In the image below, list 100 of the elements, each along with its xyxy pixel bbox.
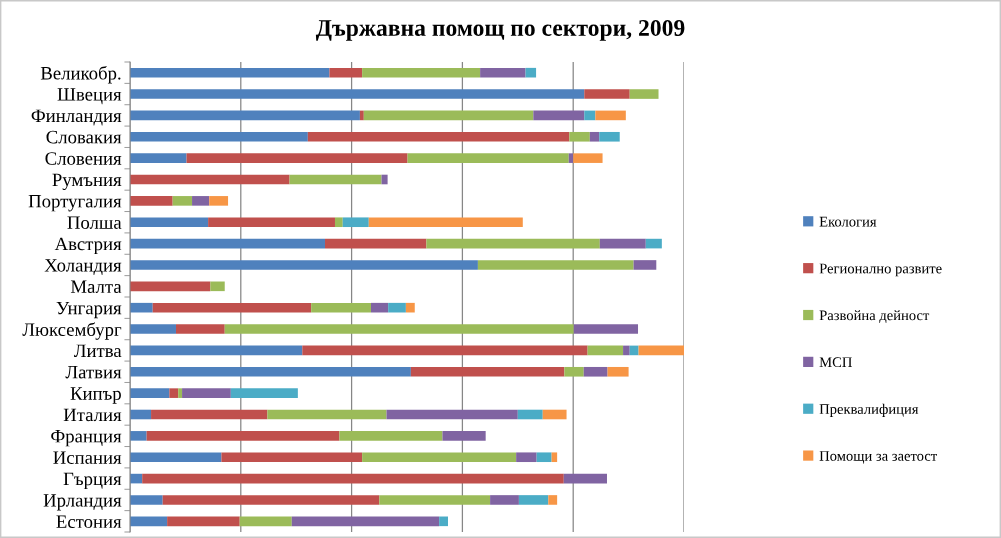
- bar: [516, 452, 537, 463]
- bar: [130, 153, 187, 163]
- bar: [130, 431, 147, 441]
- bar: [130, 67, 330, 78]
- bar: [162, 495, 380, 505]
- legend-label: Развойна дейност: [819, 310, 930, 323]
- legend-label: Помощи за заетост: [819, 451, 937, 464]
- bar: [130, 516, 168, 527]
- bar: [130, 174, 290, 185]
- bar: [362, 67, 481, 78]
- y-tick-label: Испания: [53, 451, 122, 464]
- bar: [130, 281, 211, 292]
- bar: [595, 110, 626, 121]
- bar: [623, 345, 630, 356]
- bar: [518, 495, 549, 505]
- bar: [645, 238, 662, 249]
- y-tick-label: Великобр.: [40, 65, 121, 84]
- bar: [307, 131, 570, 142]
- legend-label: Екология: [819, 216, 877, 227]
- y-tick-label: Естония: [56, 515, 122, 529]
- y-tick-label: Люксембург: [22, 322, 122, 340]
- bar: [302, 345, 588, 356]
- bar: [152, 302, 312, 313]
- bar: [359, 110, 364, 121]
- bar: [599, 238, 646, 249]
- bar: [388, 302, 406, 313]
- bar: [167, 516, 240, 527]
- bar: [130, 217, 209, 228]
- bar: [325, 238, 427, 249]
- bar: [182, 388, 231, 398]
- chart-title: Държавна помощ по сектори, 2009: [315, 19, 685, 41]
- bar: [210, 281, 225, 292]
- bar: [439, 516, 448, 527]
- bar: [151, 409, 268, 420]
- bar: [568, 153, 574, 163]
- bar: [584, 89, 630, 99]
- bar: [221, 452, 363, 463]
- bar: [638, 345, 684, 356]
- bar: [130, 366, 411, 377]
- bar: [426, 238, 600, 249]
- bar: [569, 131, 590, 142]
- bar: [289, 174, 382, 185]
- bar: [329, 67, 363, 78]
- bar: [386, 409, 518, 420]
- bar: [633, 260, 657, 270]
- bar: [186, 153, 408, 163]
- bar: [169, 388, 179, 398]
- bar: [629, 345, 639, 356]
- bar: [477, 260, 634, 270]
- bar: [130, 196, 173, 206]
- bar: [629, 89, 659, 99]
- y-tick-label: Франция: [51, 430, 122, 447]
- y-tick-label: Швеция: [57, 88, 122, 105]
- y-tick-label: Кипър: [70, 387, 121, 404]
- bar: [130, 302, 153, 313]
- bar: [178, 388, 183, 398]
- bar: [130, 324, 176, 334]
- bar: [405, 302, 415, 313]
- bar: [192, 196, 210, 206]
- bar: [564, 366, 584, 377]
- bar: [209, 196, 229, 206]
- bar: [536, 452, 552, 463]
- bar: [599, 131, 620, 142]
- y-tick-label: Финландия: [31, 109, 122, 126]
- bar: [130, 260, 478, 270]
- bar: [146, 431, 340, 441]
- y-tick-label: Малта: [70, 280, 122, 294]
- bar: [342, 217, 369, 228]
- bar: [583, 366, 608, 377]
- bar: [224, 324, 574, 334]
- legend-label: Регионално развите: [819, 263, 942, 277]
- bar: [368, 217, 523, 228]
- bar: [573, 324, 639, 334]
- bar: [551, 452, 558, 463]
- y-tick-label: Словения: [45, 152, 122, 165]
- y-tick-label: Полша: [67, 216, 122, 229]
- bar: [533, 110, 585, 121]
- bar: [130, 110, 360, 121]
- y-tick-label: Холандия: [44, 259, 122, 276]
- bar: [130, 345, 303, 356]
- bar: [370, 302, 389, 313]
- y-tick-label: Унгария: [56, 301, 122, 319]
- bar: [480, 67, 526, 78]
- bar: [175, 324, 225, 334]
- bar: [339, 431, 443, 441]
- y-tick-label: Италия: [63, 408, 122, 422]
- bar: [208, 217, 335, 228]
- bar: [239, 516, 292, 527]
- bar: [589, 131, 600, 142]
- bar: [311, 302, 371, 313]
- bar: [291, 516, 440, 527]
- bar: [130, 388, 170, 398]
- bar: [573, 153, 603, 163]
- legend-label: МСП: [819, 357, 852, 368]
- legend-label: Преквалифиция: [819, 403, 919, 417]
- bar: [563, 473, 607, 484]
- bar: [379, 495, 491, 505]
- y-tick-label: Гърция: [63, 472, 122, 490]
- bar: [172, 196, 193, 206]
- y-tick-label: Ирландия: [43, 494, 122, 511]
